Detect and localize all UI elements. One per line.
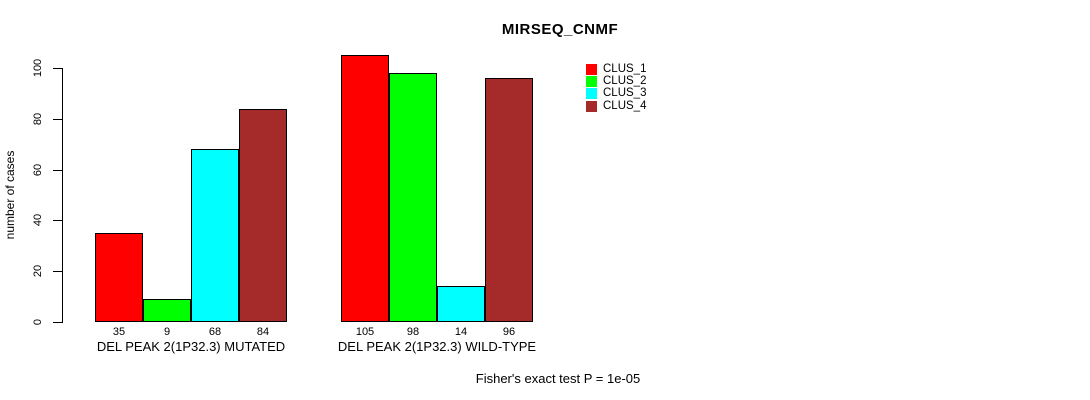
y-tick-mark xyxy=(53,118,62,120)
y-tick-mark xyxy=(53,271,62,273)
annotation-text: Fisher's exact test P = 1e-05 xyxy=(475,371,641,386)
y-tick-mark xyxy=(53,68,62,69)
legend-swatch-clus_1 xyxy=(586,63,597,75)
legend: CLUS_1 CLUS_2 CLUS_3 CLUS_4 xyxy=(586,63,646,113)
legend-item: CLUS_4 xyxy=(586,100,646,112)
bar-clus_3-group2 xyxy=(437,286,485,322)
bar-value-label: 35 xyxy=(112,326,126,338)
y-axis-label: number of cases xyxy=(3,150,17,240)
chart-title: MIRSEQ_CNMF xyxy=(501,21,619,38)
legend-swatch-clus_4 xyxy=(586,100,597,112)
y-axis-line xyxy=(62,68,63,323)
y-tick-label: 20 xyxy=(32,265,44,278)
y-tick-mark xyxy=(53,220,62,222)
y-tick-label: 0 xyxy=(32,318,44,326)
bar-value-label: 96 xyxy=(502,326,516,338)
bar-value-label: 84 xyxy=(256,326,270,338)
bar-clus_2-group1 xyxy=(143,299,191,322)
y-tick-label: 60 xyxy=(32,163,44,176)
y-tick-label: 40 xyxy=(32,214,44,227)
category-label: DEL PEAK 2(1P32.3) MUTATED xyxy=(96,339,286,354)
bar-clus_3-group1 xyxy=(191,149,239,322)
legend-label: CLUS_2 xyxy=(603,75,647,88)
bar-clus_1-group2 xyxy=(341,55,389,322)
bar-clus_2-group2 xyxy=(389,73,437,322)
bar-value-label: 9 xyxy=(163,326,171,338)
legend-label: CLUS_4 xyxy=(603,99,647,112)
bar-value-label: 105 xyxy=(355,326,375,338)
bar-value-label: 98 xyxy=(406,326,420,338)
y-tick-label: 80 xyxy=(32,112,44,125)
bar-clus_4-group1 xyxy=(239,108,287,322)
legend-label: CLUS_3 xyxy=(603,87,647,100)
y-tick-mark xyxy=(53,322,62,323)
legend-swatch-clus_3 xyxy=(586,88,597,100)
bar-clus_1-group1 xyxy=(95,233,143,322)
legend-item: CLUS_1 xyxy=(586,63,646,75)
legend-item: CLUS_2 xyxy=(586,75,647,88)
bar-clus_4-group2 xyxy=(485,78,533,322)
legend-swatch-clus_2 xyxy=(586,76,597,88)
category-label: DEL PEAK 2(1P32.3) WILD-TYPE xyxy=(337,339,537,354)
y-tick-label: 100 xyxy=(32,58,44,78)
legend-label: CLUS_1 xyxy=(603,62,647,75)
bar-value-label: 14 xyxy=(454,326,468,338)
legend-item: CLUS_3 xyxy=(586,88,646,100)
y-tick-mark xyxy=(53,169,62,171)
bar-value-label: 68 xyxy=(208,326,222,338)
